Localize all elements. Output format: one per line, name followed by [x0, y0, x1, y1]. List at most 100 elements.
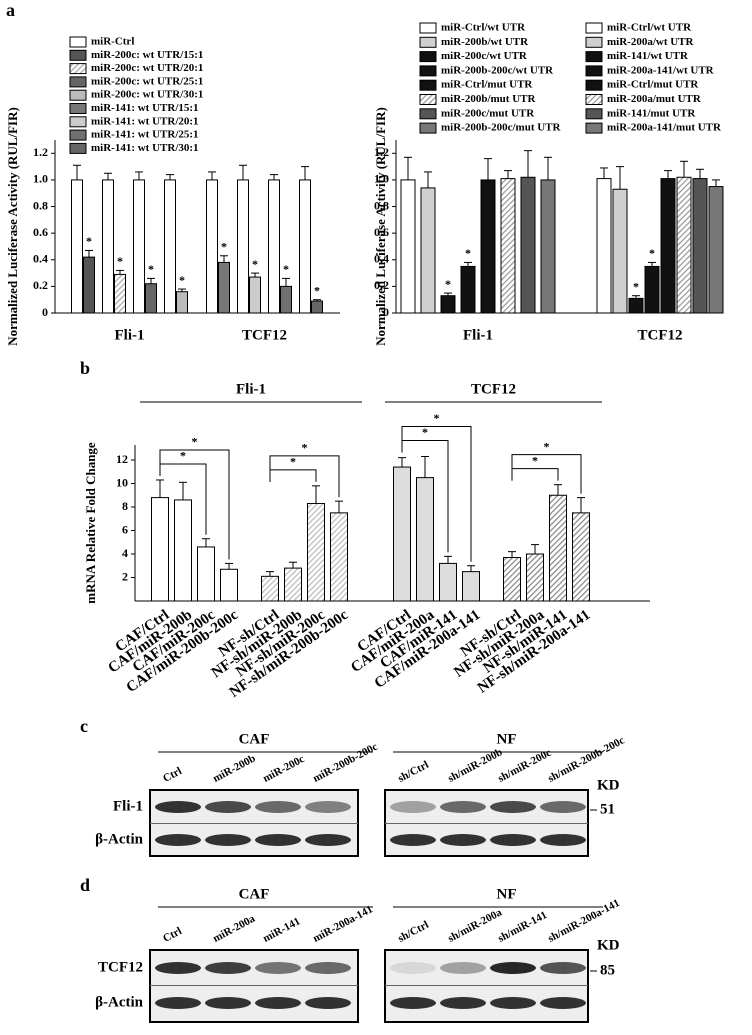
bar [299, 179, 311, 314]
legend-label: miR-200c: wt UTR/15:1 [91, 49, 203, 61]
legend-label: miR-141: wt UTR/25:1 [91, 129, 199, 141]
legend-label: miR-200b-200c/wt UTR [441, 64, 554, 76]
y-tick-label: 1.0 [374, 172, 389, 186]
error-bar [85, 249, 93, 258]
bar [393, 466, 411, 602]
legend-swatch [419, 94, 437, 105]
bar [596, 178, 612, 314]
lane-label: miR-141 [261, 915, 302, 945]
legend-swatch [69, 49, 87, 61]
y-tick-label: 0.4 [33, 252, 48, 266]
legend-label: miR-141: wt UTR/30:1 [91, 142, 199, 154]
error-bar [301, 166, 309, 180]
error-bar [270, 174, 278, 180]
band [540, 962, 586, 974]
bar [440, 295, 456, 314]
significance-bracket [269, 455, 340, 498]
group-label: NF [497, 731, 517, 747]
lane-label: miR-200a [211, 913, 258, 945]
bar [460, 265, 476, 314]
bar [164, 179, 176, 314]
band [390, 801, 436, 813]
band [305, 962, 351, 974]
y-tick-label: 0 [383, 305, 389, 319]
error-bar [600, 167, 608, 179]
legend-swatch [69, 129, 87, 141]
bar [439, 562, 457, 602]
band [255, 801, 301, 813]
legend-label: miR-200c/wt UTR [441, 50, 528, 62]
legend-label: miR-141: wt UTR/20:1 [91, 115, 199, 127]
significance-star: * [117, 254, 123, 268]
significance-star: * [434, 411, 440, 425]
legend-swatch [585, 65, 603, 77]
legend-swatch [69, 116, 87, 128]
legend-label: miR-200a/wt UTR [607, 36, 695, 48]
significance-star: * [192, 435, 198, 449]
legend-label: miR-200a-141/wt UTR [607, 64, 715, 76]
error-bar [484, 158, 492, 180]
error-bar [178, 288, 186, 292]
y-tick-label: 0.4 [374, 252, 389, 266]
error-bar [504, 170, 512, 179]
legend-label: miR-141/mut UTR [607, 107, 696, 119]
bar [280, 285, 292, 314]
y-tick-label: 8 [122, 499, 128, 513]
error-bar [313, 299, 321, 302]
row-label: Fli-1 [113, 798, 143, 814]
band [540, 801, 586, 813]
y-tick-label: 10 [116, 475, 128, 489]
row-label: β-Actin [95, 831, 144, 847]
significance-star: * [445, 277, 451, 291]
error-bar [202, 538, 210, 547]
bar [145, 283, 157, 314]
legend-label: miR-200b-200c/mut UTR [441, 122, 562, 134]
bar [628, 297, 644, 314]
bar [71, 179, 83, 314]
bar [708, 186, 724, 314]
bar [151, 497, 169, 602]
legend-label: miR-141: wt UTR/15:1 [91, 102, 199, 114]
significance-star: * [465, 246, 471, 260]
error-bar [508, 551, 516, 558]
error-bar [680, 160, 688, 178]
bar [307, 502, 325, 602]
lane-label: miR-200b [211, 752, 258, 784]
error-bar [166, 174, 174, 180]
group-label: CAF [239, 886, 270, 902]
bar [133, 179, 145, 314]
significance-star: * [532, 453, 538, 467]
error-bar [220, 255, 228, 263]
bar [526, 553, 544, 602]
legend-swatch [419, 122, 437, 134]
error-bar [147, 277, 155, 284]
error-bar [116, 269, 124, 275]
marker-label: 51 [600, 801, 615, 817]
y-tick-label: 0.8 [374, 198, 389, 212]
legend-swatch [69, 76, 87, 88]
bar [676, 176, 692, 314]
significance-star: * [252, 257, 258, 271]
band [305, 997, 351, 1009]
bar [480, 179, 496, 314]
legend-label: miR-200c/mut UTR [441, 107, 535, 119]
error-bar [424, 171, 432, 188]
legend-label: miR-Ctrl/mut UTR [607, 79, 699, 91]
band [440, 962, 486, 974]
group-label: CAF [239, 731, 270, 747]
error-bar [156, 479, 164, 498]
legend-label: miR-200c: wt UTR/25:1 [91, 75, 203, 87]
error-bar [531, 544, 539, 554]
legend-swatch [69, 142, 87, 154]
bar [102, 179, 114, 314]
band [155, 962, 201, 974]
legend-label: miR-200b/mut UTR [441, 93, 536, 105]
y-tick-label: 1.2 [33, 145, 48, 159]
significance-star: * [649, 246, 655, 260]
legend-swatch [69, 89, 87, 101]
error-bar [444, 555, 452, 564]
legend-label: miR-Ctrl/mut UTR [441, 79, 533, 91]
significance-star: * [544, 439, 550, 453]
